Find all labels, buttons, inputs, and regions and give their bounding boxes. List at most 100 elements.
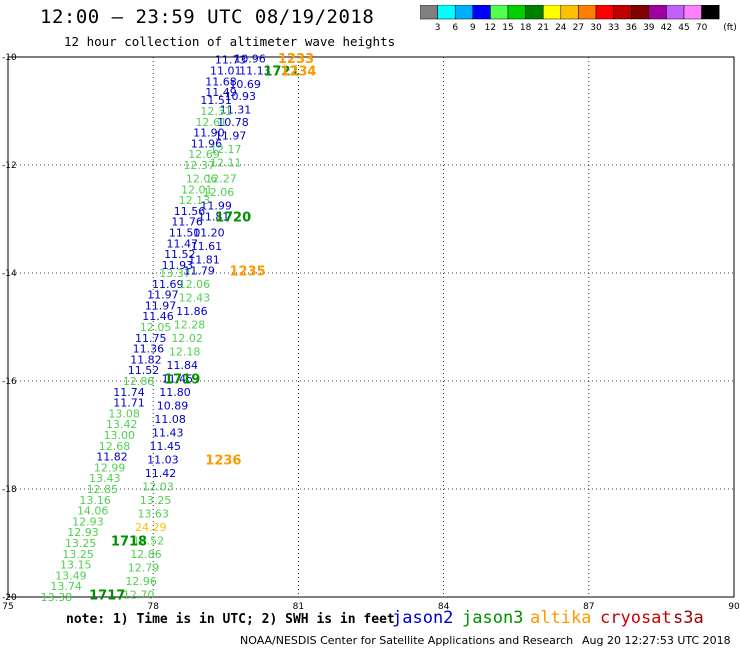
colorbar-label: 15 <box>502 23 513 33</box>
wave-height-label: 13.16 <box>79 494 111 507</box>
colorbar-label: 36 <box>625 23 637 33</box>
wave-height-label: 13.25 <box>65 537 97 550</box>
wave-height-label: 11.86 <box>176 305 208 318</box>
wave-height-label: 11.61 <box>191 240 223 253</box>
time-label: 1235 <box>229 264 265 279</box>
wave-height-label: 11.56 <box>174 205 206 218</box>
colorbar-swatch <box>701 5 720 20</box>
colorbar-label: 45 <box>678 23 689 33</box>
wave-height-label: 12.18 <box>169 345 201 358</box>
wave-height-label: 24.29 <box>135 521 167 534</box>
wave-height-label: 11.47 <box>166 237 198 250</box>
footer-note: note: 1) Time is in UTC; 2) SWH is in fe… <box>66 612 395 627</box>
wave-height-label: 11.42 <box>145 467 177 480</box>
wave-height-label: 13.00 <box>104 429 136 442</box>
wave-height-label: 12.02 <box>171 332 203 345</box>
wave-height-label: 13.42 <box>106 418 138 431</box>
wave-height-label: 11.69 <box>152 278 184 291</box>
x-tick-label: 78 <box>147 602 159 612</box>
time-label: 1233 <box>278 52 314 67</box>
chart-title: 12:00 – 23:59 UTC 08/19/2018 <box>40 6 375 28</box>
wave-height-label: 11.82 <box>130 353 162 366</box>
wave-height-label: 13.49 <box>55 569 87 582</box>
colorbar-label: 18 <box>520 23 532 33</box>
plot-frame <box>7 56 735 598</box>
time-label: 1718 <box>111 534 147 549</box>
colorbar-label: 70 <box>696 23 708 33</box>
wave-height-label: 12.68 <box>99 440 131 453</box>
wave-height-label: 12.93 <box>67 526 99 539</box>
wave-height-label: 13.25 <box>62 548 94 561</box>
wave-height-label: 11.73 <box>215 54 247 67</box>
wave-height-label: 11.08 <box>154 413 186 426</box>
y-tick-label: -16 <box>2 377 17 387</box>
wave-height-label: 12.03 <box>142 480 174 493</box>
wave-height-label: 11.43 <box>152 426 184 439</box>
wave-height-label: 11.97 <box>147 289 179 302</box>
wave-height-label: 12.86 <box>130 548 162 561</box>
altimeter-map-plot: 75 78 81 84 87 90 -10 -12 -14 -16 -18 -20 11.7310.96… <box>2 52 740 612</box>
wave-height-label: 12.06 <box>203 186 235 199</box>
wave-height-label: 10.69 <box>229 78 261 91</box>
wave-height-label: 12.06 <box>186 173 218 186</box>
footer-timestamp: Aug 20 12:27:53 UTC 2018 <box>582 634 731 647</box>
y-tick-label: -12 <box>2 161 17 171</box>
legend-jason3: jason3 <box>462 608 524 628</box>
wave-height-label: 11.52 <box>164 248 196 261</box>
x-tick-label: 87 <box>583 602 594 612</box>
wave-height-label: 11.81 <box>188 254 220 267</box>
wave-height-label: 12.01 <box>181 183 213 196</box>
wave-height-label: 10.96 <box>234 53 266 66</box>
wave-height-colorbar: 3 6 9 12 15 18 21 24 27 30 33 36 39 42 45 70 (ft) <box>420 5 737 33</box>
wave-height-label: 11.74 <box>113 386 145 399</box>
wave-height-label: 11.49 <box>205 86 237 99</box>
wave-height-label: 12.85 <box>87 483 119 496</box>
x-tick-label: 75 <box>2 602 13 612</box>
y-tick-label: -20 <box>2 593 17 603</box>
chart-subtitle: 12 hour collection of altimeter wave hei… <box>64 34 396 49</box>
wave-height-label: 11.46 <box>142 310 174 323</box>
time-label: 1717 <box>89 588 125 603</box>
colorbar-label: 21 <box>537 23 548 33</box>
y-tick-label: -14 <box>2 269 17 279</box>
wave-height-label: 12.31 <box>200 105 232 118</box>
legend-altika: altika <box>530 608 592 628</box>
wave-height-label: 13.25 <box>140 494 172 507</box>
wave-height-label: 12.61 <box>196 116 228 129</box>
wave-height-label: 11.68 <box>205 75 237 88</box>
colorbar-label: 33 <box>608 23 619 33</box>
wave-height-label: 12.69 <box>188 148 220 161</box>
wave-height-label: 11.45 <box>162 372 194 385</box>
wave-height-label: 11.31 <box>220 103 252 116</box>
wave-height-label: 13.43 <box>89 472 121 485</box>
colorbar-label: 6 <box>452 23 458 33</box>
wave-height-label: 11.51 <box>200 94 232 107</box>
wave-height-label: 11.97 <box>215 129 247 142</box>
wave-height-label: 12.28 <box>174 318 206 331</box>
colorbar-label: 24 <box>555 23 567 33</box>
time-label: 1236 <box>205 453 241 468</box>
wave-height-label: 11.01 <box>210 65 242 78</box>
wave-height-label: 11.45 <box>150 440 182 453</box>
footer-organization: NOAA/NESDIS Center for Satellite Applica… <box>240 634 574 647</box>
colorbar-label: 42 <box>661 23 672 33</box>
time-label: 1719 <box>164 372 200 387</box>
x-tick-label: 84 <box>438 602 450 612</box>
wave-height-label: 12.11 <box>210 156 242 169</box>
wave-height-label: 11.82 <box>96 451 128 464</box>
wave-height-label: 12.99 <box>94 461 126 474</box>
wave-height-label: 12.37 <box>183 159 215 172</box>
wave-height-label: 12.27 <box>205 173 237 186</box>
y-tick-label: -10 <box>2 53 17 63</box>
wave-height-label: 13.38 <box>41 591 73 604</box>
wave-height-label: 14.06 <box>77 505 109 518</box>
colorbar-label: 3 <box>435 23 441 33</box>
wave-height-label: 11.03 <box>147 453 179 466</box>
wave-height-label: 10.93 <box>225 90 257 103</box>
wave-height-label: 11.13 <box>239 65 271 78</box>
wave-height-label: 12.79 <box>128 561 160 574</box>
wave-height-label: 11.93 <box>162 259 194 272</box>
wave-height-label: 12.70 <box>123 588 155 601</box>
colorbar-label: 27 <box>573 23 584 33</box>
wave-height-label: 11.97 <box>145 299 177 312</box>
